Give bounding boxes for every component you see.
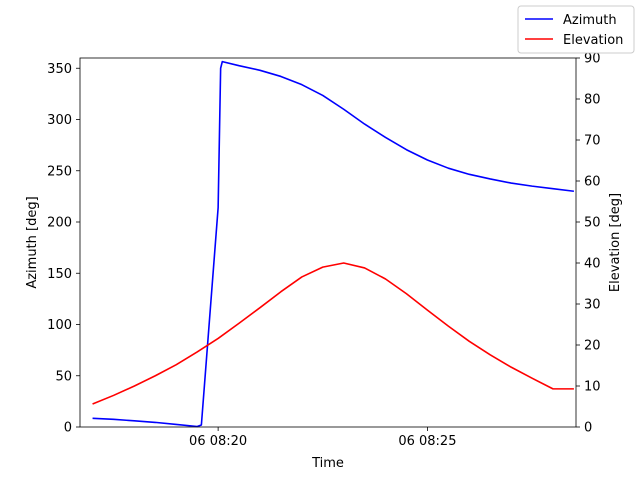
y-axis-label-right: Elevation [deg] — [608, 193, 623, 292]
y-left-tick-label-150: 150 — [47, 267, 72, 282]
legend: Azimuth Elevation — [517, 5, 635, 54]
x-tick-label-0: 06 08:20 — [189, 434, 247, 449]
y-left-tick-label-300: 300 — [47, 113, 72, 128]
legend-frame — [517, 5, 635, 54]
y-left-tick-label-200: 200 — [47, 216, 72, 231]
y-right-tick-label-50: 50 — [584, 216, 601, 231]
y-left-tick-label-250: 250 — [47, 164, 72, 179]
series-line-azimuth — [92, 60, 575, 428]
series-line-elevation — [92, 262, 574, 405]
y-right-tick-label-70: 70 — [584, 134, 601, 149]
y-left-tick-label-0: 0 — [64, 421, 72, 436]
y-right-tick-label-30: 30 — [584, 298, 601, 313]
y-left-tick-label-100: 100 — [47, 318, 72, 333]
x-axis-label: Time — [311, 456, 344, 471]
y-right-tick-label-20: 20 — [584, 339, 601, 354]
y-right-tick-label-80: 80 — [584, 93, 601, 108]
y-right-tick-label-40: 40 — [584, 257, 601, 272]
y-axis-label-left: Azimuth [deg] — [25, 196, 40, 288]
y-left-tick-label-50: 50 — [55, 369, 72, 384]
y-right-tick-label-90: 90 — [584, 52, 601, 67]
right-axis: 0 10 20 30 40 50 60 70 80 90 — [576, 52, 601, 436]
x-tick-label-1: 06 08:25 — [398, 434, 456, 449]
series-layer — [92, 60, 575, 428]
axes-frame — [79, 57, 577, 428]
y-left-tick-label-350: 350 — [47, 62, 72, 77]
legend-label-elevation: Elevation — [563, 33, 623, 48]
y-right-tick-label-60: 60 — [584, 175, 601, 190]
x-axis: 06 08:20 06 08:25 — [189, 427, 456, 449]
legend-label-azimuth: Azimuth — [563, 13, 617, 28]
y-right-tick-label-0: 0 — [584, 421, 592, 436]
y-right-tick-label-10: 10 — [584, 380, 601, 395]
left-axis: 0 50 100 150 200 250 300 350 — [47, 62, 80, 436]
